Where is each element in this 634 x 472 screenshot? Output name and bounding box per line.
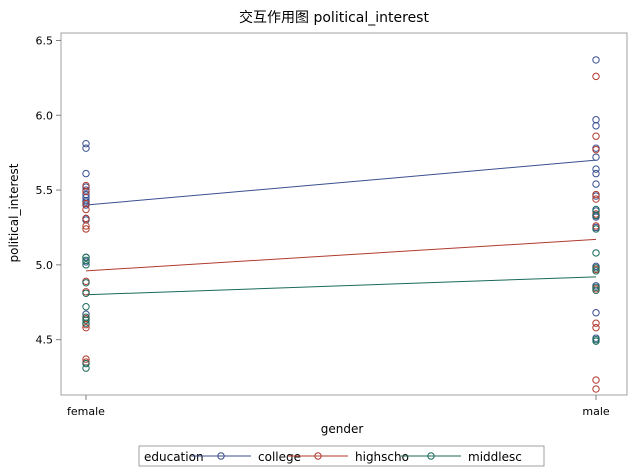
data-point-highscho: [592, 195, 600, 203]
data-point-college: [592, 169, 600, 178]
legend-label-college: college: [258, 450, 301, 464]
x-tick-label: female: [67, 405, 105, 418]
series-line-middlesc: [85, 276, 597, 296]
data-point-college: [82, 216, 90, 224]
legend-marker-middlesc: [427, 452, 435, 460]
data-point-college: [592, 122, 600, 130]
legend-label-middlesc: middlesc: [468, 450, 522, 464]
y-axis-label: political_interest: [7, 163, 21, 262]
data-point-highscho: [82, 355, 90, 363]
data-point-highscho: [592, 72, 600, 81]
series-points: [82, 56, 600, 393]
data-point-middlesc: [592, 267, 600, 275]
data-point-highscho: [82, 187, 90, 196]
data-point-middlesc: [82, 319, 90, 327]
data-point-college: [82, 144, 90, 152]
data-point-middlesc: [82, 253, 90, 262]
data-point-college: [82, 169, 90, 178]
data-point-college: [592, 144, 600, 152]
legend-marker-highscho: [314, 452, 322, 460]
data-point-highscho: [592, 190, 600, 199]
data-point-highscho: [82, 222, 90, 230]
data-point-middlesc: [592, 283, 600, 291]
legend-title: education: [144, 450, 204, 464]
data-point-middlesc: [592, 286, 600, 294]
data-point-highscho: [592, 132, 600, 140]
x-tick-label: male: [582, 405, 610, 418]
data-point-middlesc: [592, 337, 600, 345]
data-point-college: [592, 165, 600, 173]
plot-area-frame: [60, 32, 628, 396]
data-point-college: [592, 180, 600, 188]
legend-label-highscho: highscho: [355, 450, 409, 464]
data-point-middlesc: [82, 316, 90, 324]
data-point-college: [82, 139, 90, 148]
data-point-highscho: [82, 181, 90, 190]
series-line-college: [85, 159, 597, 206]
y-tick-label: 5.0: [36, 259, 54, 272]
data-point-middlesc: [82, 303, 90, 311]
data-point-highscho: [592, 319, 600, 327]
data-point-college: [592, 116, 600, 124]
data-point-middlesc: [82, 289, 90, 297]
data-point-middlesc: [592, 205, 600, 214]
legend-marker-college: [217, 452, 225, 460]
data-point-highscho: [82, 288, 90, 296]
data-point-highscho: [592, 222, 600, 230]
y-tick-label: 6.0: [36, 109, 54, 122]
data-point-middlesc: [82, 256, 90, 265]
data-point-middlesc: [592, 225, 600, 233]
data-point-highscho: [592, 385, 600, 393]
data-point-middlesc: [82, 261, 90, 269]
legend: education college highscho middlesc: [138, 445, 545, 467]
data-point-middlesc: [592, 249, 600, 257]
data-point-college: [592, 223, 600, 232]
data-point-college: [592, 309, 600, 317]
data-point-middlesc: [82, 364, 90, 372]
data-point-college: [592, 56, 600, 64]
data-point-college: [592, 153, 600, 161]
x-axis-label: gender: [321, 422, 364, 436]
data-point-middlesc: [592, 264, 600, 272]
y-axis: 4.5 5.0 5.5 6.0 6.5: [36, 34, 61, 347]
x-axis: female male: [67, 395, 610, 418]
data-point-highscho: [592, 323, 600, 332]
chart-title: 交互作用图 political_interest: [239, 9, 429, 26]
data-point-middlesc: [592, 335, 600, 344]
data-point-middlesc: [82, 279, 90, 287]
y-tick-label: 5.5: [36, 184, 54, 197]
data-point-highscho: [82, 205, 90, 214]
data-point-middlesc: [82, 359, 90, 368]
y-tick-label: 4.5: [36, 334, 54, 347]
series-line-highscho: [85, 238, 597, 272]
data-point-highscho: [592, 145, 600, 154]
data-point-highscho: [82, 323, 90, 332]
series-lines: [85, 159, 597, 296]
y-tick-label: 6.5: [36, 34, 54, 47]
legend-box: [138, 445, 545, 467]
data-point-highscho: [82, 225, 90, 233]
data-point-highscho: [592, 376, 600, 384]
data-point-highscho: [82, 277, 90, 286]
data-point-highscho: [82, 214, 90, 223]
data-point-middlesc: [592, 211, 600, 220]
